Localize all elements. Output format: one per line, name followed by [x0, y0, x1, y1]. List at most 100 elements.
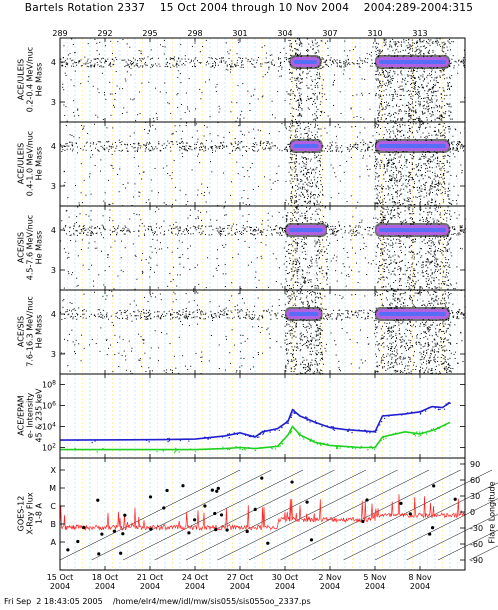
data-point — [314, 123, 316, 125]
data-point — [69, 148, 71, 150]
data-point — [457, 145, 459, 147]
data-point — [423, 68, 425, 70]
data-point — [444, 78, 446, 80]
data-point — [391, 77, 393, 79]
data-point — [345, 62, 347, 64]
data-point — [75, 143, 77, 145]
data-point — [278, 165, 280, 167]
data-point — [441, 119, 443, 121]
data-point — [305, 164, 307, 166]
data-point — [436, 163, 438, 165]
data-point — [377, 152, 379, 154]
data-point — [421, 120, 423, 122]
data-point — [454, 149, 456, 151]
data-point — [384, 218, 386, 220]
data-point — [315, 242, 317, 244]
data-point — [299, 123, 301, 125]
data-point — [379, 107, 381, 109]
data-point — [435, 176, 437, 178]
data-point — [387, 102, 389, 104]
data-point — [300, 77, 302, 79]
data-point — [375, 176, 377, 178]
data-point — [178, 58, 180, 60]
data-point — [174, 227, 176, 229]
data-point — [108, 145, 110, 147]
data-point — [388, 158, 390, 160]
data-point — [421, 120, 423, 122]
data-point — [300, 52, 302, 54]
data-point — [143, 171, 145, 173]
data-point — [424, 203, 426, 205]
data-point — [297, 49, 299, 51]
data-point — [90, 156, 92, 158]
data-point — [446, 103, 448, 105]
data-point — [449, 151, 451, 153]
data-point — [251, 233, 253, 235]
data-point — [90, 64, 92, 66]
data-point — [198, 62, 200, 64]
data-point — [426, 97, 428, 99]
data-point — [463, 150, 465, 152]
data-point — [248, 131, 250, 133]
data-point — [409, 46, 411, 48]
data-point — [434, 53, 436, 55]
data-point — [417, 91, 419, 93]
data-point — [319, 165, 321, 167]
data-point — [291, 191, 293, 193]
data-point — [196, 123, 198, 125]
data-point — [447, 241, 449, 243]
data-point — [318, 51, 320, 53]
data-point — [86, 60, 88, 62]
data-point — [429, 189, 431, 191]
data-point — [448, 248, 450, 250]
data-point — [179, 274, 181, 276]
data-point — [99, 60, 101, 62]
data-point — [421, 216, 423, 218]
data-point — [187, 108, 189, 110]
data-point — [111, 231, 113, 233]
data-point — [422, 261, 424, 263]
data-point — [410, 204, 412, 206]
data-point — [320, 60, 322, 62]
data-point — [260, 65, 262, 67]
data-point — [402, 273, 404, 275]
data-point — [333, 62, 335, 64]
data-point — [424, 154, 426, 156]
data-point — [446, 161, 448, 163]
data-point — [443, 174, 445, 176]
data-point — [175, 62, 177, 64]
data-point — [124, 225, 126, 227]
data-point — [447, 250, 449, 252]
data-point — [398, 239, 400, 241]
data-point — [280, 75, 282, 77]
data-point — [112, 230, 114, 232]
data-point — [141, 259, 143, 261]
data-point — [185, 125, 187, 127]
data-point — [412, 107, 414, 109]
data-point — [150, 64, 152, 66]
data-point — [327, 65, 329, 67]
data-point — [294, 175, 296, 177]
data-point — [194, 227, 196, 229]
data-point — [64, 115, 66, 117]
data-point — [463, 65, 465, 67]
data-point — [392, 243, 394, 245]
data-point — [64, 72, 66, 74]
data-point — [72, 144, 74, 146]
data-point — [377, 203, 379, 205]
data-point — [167, 61, 169, 63]
data-point — [249, 109, 251, 111]
data-point — [360, 150, 362, 152]
data-point — [398, 113, 400, 115]
data-point — [302, 169, 304, 171]
data-point — [93, 227, 95, 229]
data-point — [297, 237, 299, 239]
data-point — [177, 106, 179, 108]
data-point — [412, 279, 414, 281]
data-point — [78, 202, 80, 204]
data-point — [94, 63, 96, 65]
data-point — [330, 260, 332, 262]
data-point — [150, 266, 152, 268]
data-point — [125, 80, 127, 82]
data-point — [219, 108, 221, 110]
